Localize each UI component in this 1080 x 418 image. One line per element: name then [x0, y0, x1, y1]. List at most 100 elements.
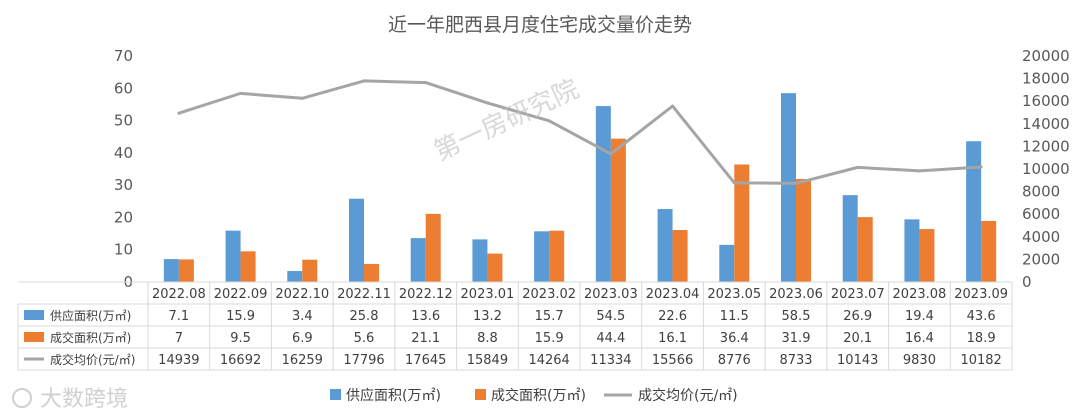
- x-tick-label: 2023.04: [646, 287, 700, 302]
- x-tick-label: 2022.11: [337, 287, 391, 302]
- chart-title: 近一年肥西县月度住宅成交量价走势: [388, 14, 692, 36]
- right-axis-tick-label: 16000: [1022, 92, 1070, 110]
- x-tick-label: 2023.01: [461, 287, 515, 302]
- right-axis-tick-label: 8000: [1022, 183, 1060, 201]
- data-label: 6.9: [292, 331, 313, 346]
- bar-supply: [472, 239, 488, 282]
- line-point: [671, 104, 675, 108]
- line-point: [239, 91, 243, 95]
- left-axis-tick-label: 10: [114, 241, 133, 259]
- line-point: [609, 152, 613, 156]
- bar-sales: [857, 217, 873, 282]
- x-tick-label: 2022.12: [399, 287, 453, 302]
- bar-sales: [240, 251, 256, 282]
- bar-supply: [781, 93, 796, 282]
- left-axis-tick-label: 50: [114, 112, 133, 130]
- data-label: 7: [175, 331, 183, 346]
- data-label: 18.9: [967, 331, 996, 346]
- bar-supply: [904, 219, 920, 282]
- data-label: 9830: [903, 353, 936, 368]
- data-label: 16.4: [905, 331, 934, 346]
- bar-supply: [719, 244, 735, 282]
- x-tick-label: 2023.08: [893, 287, 947, 302]
- line-series-group: [177, 79, 983, 185]
- legend-label: 成交均价(元/㎡): [638, 387, 738, 404]
- right-axis-tick-label: 10000: [1022, 160, 1070, 178]
- data-label: 25.8: [350, 309, 379, 324]
- watermark-corner: 大数跨境: [12, 387, 128, 412]
- watermark-center: 第一房研究院: [430, 74, 584, 167]
- data-label: 9.5: [230, 331, 251, 346]
- bar-sales: [919, 229, 935, 282]
- line-point: [732, 181, 736, 185]
- bar-sales: [796, 179, 811, 282]
- x-tick-label: 2022.10: [275, 287, 329, 302]
- bar-sales: [487, 253, 503, 282]
- x-tick-label: 2023.02: [522, 287, 576, 302]
- data-label: 19.4: [905, 309, 934, 324]
- data-label: 15.9: [226, 309, 255, 324]
- data-label: 8.8: [477, 331, 498, 346]
- bar-series-group: [163, 93, 997, 283]
- data-label: 17796: [343, 353, 384, 368]
- left-axis-tick-label: 20: [114, 208, 133, 226]
- data-label: 15849: [467, 353, 508, 368]
- data-label: 8776: [718, 353, 751, 368]
- x-tick-label: 2023.05: [707, 287, 761, 302]
- data-label: 13.6: [411, 309, 440, 324]
- legend-label: 成交面积(万㎡): [491, 387, 586, 404]
- data-label: 15566: [652, 353, 693, 368]
- data-label: 10182: [960, 353, 1001, 368]
- bar-supply: [349, 198, 364, 282]
- line-avg-price: [178, 79, 982, 185]
- bar-sales: [672, 230, 688, 282]
- data-label: 16692: [220, 353, 261, 368]
- data-label: 44.4: [596, 331, 625, 346]
- data-label: 15.9: [535, 331, 564, 346]
- data-label: 11.5: [720, 309, 749, 324]
- table-row-label: 供应面积(万㎡): [50, 308, 131, 323]
- line-point: [547, 119, 551, 123]
- left-axis-tick-label: 40: [114, 144, 133, 162]
- data-label: 3.4: [292, 309, 313, 324]
- data-label: 7.1: [169, 309, 190, 324]
- line-point: [300, 96, 304, 100]
- bar-supply: [287, 271, 303, 282]
- bar-supply: [163, 259, 179, 282]
- right-axis-tick-label: 12000: [1022, 137, 1070, 155]
- bar-sales: [364, 263, 379, 282]
- right-axis-tick-label: 20000: [1022, 47, 1070, 65]
- bar-sales: [302, 259, 318, 282]
- data-label: 22.6: [658, 309, 687, 324]
- line-point: [979, 165, 983, 169]
- x-tick-label: 2023.09: [954, 287, 1008, 302]
- data-label: 10143: [837, 353, 878, 368]
- data-label: 8733: [779, 353, 812, 368]
- right-axis-tick-label: 14000: [1022, 115, 1070, 133]
- right-axis-tick-label: 18000: [1022, 70, 1070, 88]
- line-point: [177, 111, 181, 115]
- left-axis-tick-label: 60: [114, 79, 133, 97]
- x-tick-label: 2023.03: [584, 287, 638, 302]
- table-legend-key: [24, 332, 44, 342]
- data-label: 15.7: [535, 309, 564, 324]
- watermark-logo-icon: [12, 388, 32, 408]
- legend-key: [475, 389, 486, 400]
- table-legend-key: [24, 310, 44, 320]
- bar-sales: [981, 220, 997, 282]
- right-axis-tick-label: 6000: [1022, 205, 1060, 223]
- bar-supply: [225, 230, 241, 282]
- data-label: 14264: [528, 353, 569, 368]
- data-label: 26.9: [843, 309, 872, 324]
- legend-label: 供应面积(万㎡): [346, 387, 441, 404]
- x-tick-label: 2023.07: [831, 287, 885, 302]
- bar-supply: [657, 209, 673, 282]
- data-label: 16.1: [658, 331, 687, 346]
- left-axis-tick-label: 30: [114, 176, 133, 194]
- data-label: 21.1: [411, 331, 440, 346]
- line-point: [424, 81, 428, 85]
- line-point: [917, 169, 921, 173]
- bar-sales: [425, 213, 441, 282]
